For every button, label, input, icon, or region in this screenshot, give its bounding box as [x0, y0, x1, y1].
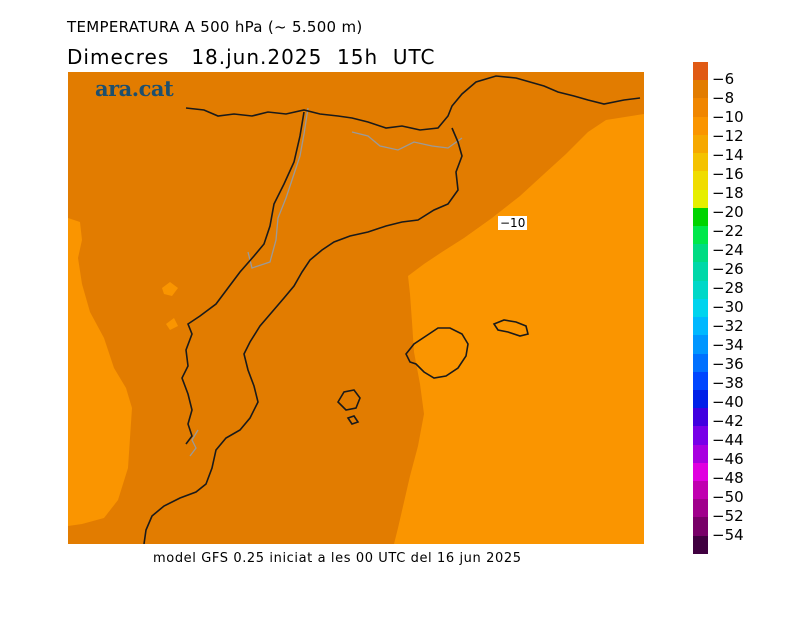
colorbar-tick-label: −16 — [712, 165, 744, 183]
colorbar-tick-label: −22 — [712, 222, 744, 240]
ibiza-island — [336, 389, 361, 411]
colorbar-tick-label: −42 — [712, 412, 744, 430]
colorbar-cell — [693, 408, 708, 427]
colorbar-tick-label: −30 — [712, 298, 744, 316]
light-blob — [166, 318, 178, 330]
colorbar-tick-label: −34 — [712, 336, 744, 354]
colorbar-cell — [693, 207, 708, 226]
colorbar-tick-label: −46 — [712, 450, 744, 468]
colorbar-tick-label: −24 — [712, 241, 744, 259]
colorbar-tick-label: −32 — [712, 317, 744, 335]
colorbar-tick-label: −6 — [712, 70, 735, 88]
colorbar-cell — [693, 244, 708, 263]
date-subtitle: Dimecres 18.jun.2025 15h UTC — [67, 45, 436, 69]
colorbar-cell — [693, 153, 708, 172]
colorbar-cell — [693, 225, 708, 245]
colorbar-cell — [693, 481, 708, 500]
model-footer: model GFS 0.25 iniciat a les 00 UTC del … — [153, 551, 522, 566]
colorbar-cell — [693, 335, 708, 354]
colorbar-tick-label: −48 — [712, 469, 744, 487]
chart-title: TEMPERATURA A 500 hPa (~ 5.500 m) — [67, 18, 363, 36]
colorbar-cell — [693, 426, 708, 445]
colorbar-tick-label: −8 — [712, 89, 735, 107]
colorbar-cell — [693, 171, 708, 190]
ara-cat-logo: ara.cat — [95, 76, 174, 101]
light-blob — [162, 282, 178, 296]
colorbar — [693, 62, 708, 554]
formentera-island — [346, 415, 360, 425]
colorbar-tick-label: −40 — [712, 393, 744, 411]
internal-border — [189, 429, 199, 457]
east-light-region — [394, 114, 644, 544]
colorbar-cell — [693, 189, 708, 208]
colorbar-cell — [693, 262, 708, 281]
contour-label: −10 — [498, 216, 528, 230]
colorbar-cell — [693, 62, 708, 81]
colorbar-cell — [693, 134, 708, 154]
internal-border — [351, 131, 463, 151]
inland-border — [181, 111, 305, 445]
colorbar-cell — [693, 535, 708, 554]
colorbar-tick-label: −12 — [712, 127, 744, 145]
colorbar-tick-label: −50 — [712, 488, 744, 506]
internal-border — [247, 107, 309, 269]
colorbar-cell — [693, 80, 708, 99]
colorbar-cell — [693, 116, 708, 135]
catalan-coast — [143, 127, 463, 544]
colorbar-tick-label: −38 — [712, 374, 744, 392]
colorbar-cell — [693, 280, 708, 299]
colorbar-tick-label: −20 — [712, 203, 744, 221]
colorbar-tick-label: −44 — [712, 431, 744, 449]
colorbar-tick-label: −36 — [712, 355, 744, 373]
mallorca-island — [405, 327, 469, 379]
menorca-island — [492, 319, 529, 337]
colorbar-cell — [693, 98, 708, 117]
colorbar-tick-label: −10 — [712, 108, 744, 126]
colorbar-cell — [693, 389, 708, 409]
colorbar-cell — [693, 462, 708, 482]
north-frontier — [185, 75, 641, 131]
colorbar-tick-label: −14 — [712, 146, 744, 164]
colorbar-cell — [693, 517, 708, 536]
colorbar-tick-label: −18 — [712, 184, 744, 202]
colorbar-tick-label: −54 — [712, 526, 744, 544]
west-light-region — [68, 218, 132, 526]
colorbar-tick-label: −28 — [712, 279, 744, 297]
temperature-map: −10 — [68, 72, 644, 544]
colorbar-cell — [693, 353, 708, 372]
colorbar-cell — [693, 317, 708, 336]
colorbar-cell — [693, 444, 708, 463]
colorbar-tick-label: −26 — [712, 260, 744, 278]
colorbar-tick-label: −52 — [712, 507, 744, 525]
colorbar-cell — [693, 371, 708, 390]
colorbar-cell — [693, 298, 708, 318]
colorbar-cell — [693, 499, 708, 518]
